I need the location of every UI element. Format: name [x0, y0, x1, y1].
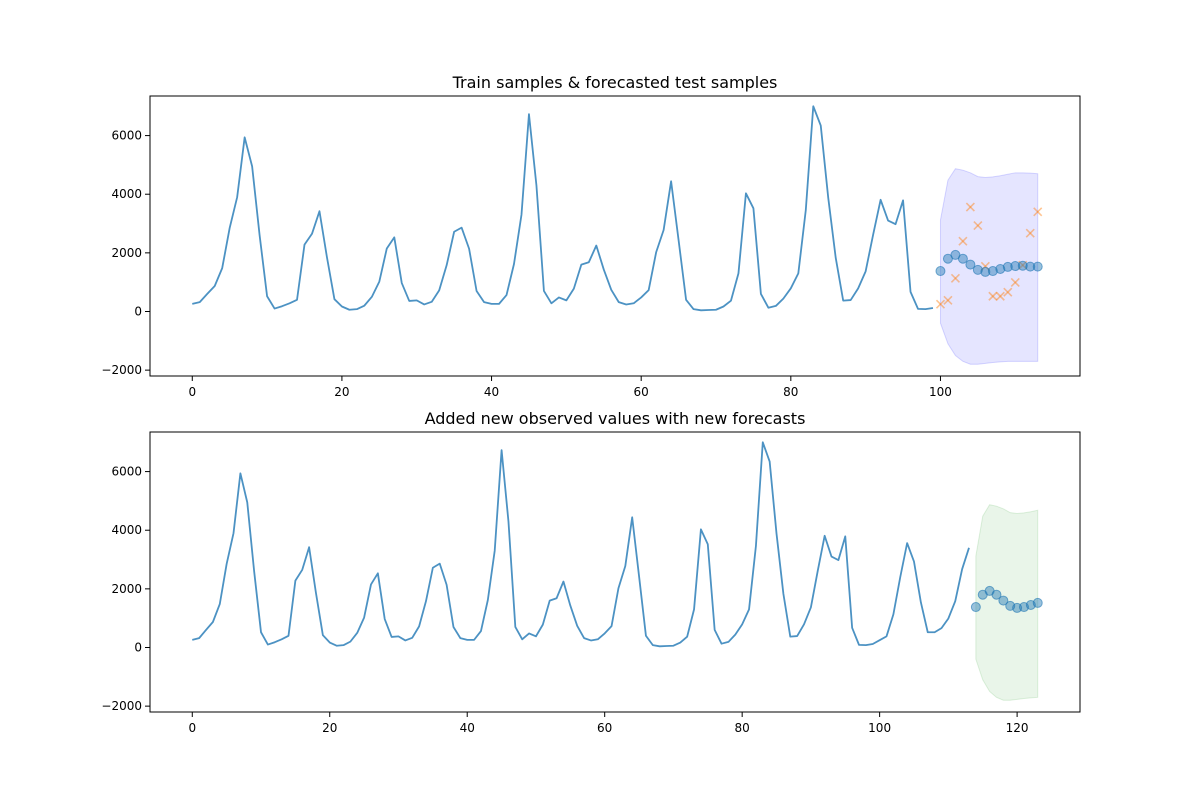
- top-observed-point-stroke: [1025, 228, 1035, 238]
- bottom-forecast-point: [970, 602, 981, 613]
- bottom-y-tick-label: 6000: [111, 465, 142, 479]
- top-y-axis-ticks: −2000 0 2000 4000 6000: [101, 129, 150, 377]
- top-observed-point-stroke: [1003, 287, 1013, 297]
- top-observed-point: [958, 236, 968, 246]
- top-observed-point-stroke: [1018, 260, 1028, 270]
- top-y-tick-label: −2000: [101, 363, 142, 377]
- top-observed-point: [935, 299, 946, 309]
- top-observed-point: [1025, 228, 1035, 238]
- top-y-tick-label: 4000: [111, 187, 142, 201]
- bottom-x-tick-label: 100: [868, 721, 891, 735]
- bottom-forecast-point: [998, 595, 1009, 606]
- bottom-y-axis-ticks: −2000 0 2000 4000 6000: [101, 465, 150, 713]
- top-observed-point: [965, 202, 975, 212]
- top-forecast-point: [1010, 261, 1021, 272]
- top-observed-point-stroke: [1010, 277, 1020, 288]
- bottom-x-tick-label: 120: [1006, 721, 1029, 735]
- top-observed-markers-layer: [935, 202, 1043, 309]
- top-observed-point: [973, 221, 983, 231]
- top-chart-title: Train samples & forecasted test samples: [452, 73, 778, 92]
- top-forecast-point: [987, 266, 998, 277]
- bottom-y-tick-label: −2000: [101, 699, 142, 713]
- top-series-line: [192, 105, 934, 312]
- bottom-forecast-markers-layer: [970, 585, 1043, 613]
- top-observed-point-stroke: [965, 202, 975, 212]
- bottom-chart-panel: Added new observed values with new forec…: [101, 409, 1081, 735]
- top-x-tick-label: 0: [188, 385, 196, 399]
- top-observed-point-stroke: [1033, 207, 1043, 217]
- top-observed-point: [943, 295, 953, 305]
- top-y-tick-label: 0: [134, 304, 142, 318]
- top-forecast-point: [980, 266, 991, 277]
- top-y-tick-label: 2000: [111, 246, 142, 260]
- top-observed-point-stroke: [1003, 287, 1013, 297]
- top-x-axis-ticks: 0 20 40 60 80 100: [188, 376, 952, 399]
- top-observed-point-stroke: [965, 202, 975, 212]
- bottom-x-tick-label: 40: [460, 721, 475, 735]
- top-x-tick-label: 80: [783, 385, 798, 399]
- bottom-x-tick-label: 60: [597, 721, 612, 735]
- top-axes-frame: [149, 95, 1081, 377]
- top-forecast-markers-layer: [935, 249, 1043, 277]
- top-observed-point: [1033, 207, 1043, 217]
- top-x-tick-label: 40: [484, 385, 499, 399]
- bottom-x-tick-label: 20: [322, 721, 337, 735]
- bottom-x-axis-ticks: 0 20 40 60 80 100 120: [188, 712, 1029, 735]
- top-observed-point-stroke: [950, 273, 960, 283]
- top-observed-point: [1010, 277, 1020, 288]
- top-forecast-point: [965, 259, 976, 270]
- top-forecast-point: [1017, 260, 1028, 271]
- bottom-x-tick-label: 0: [188, 721, 196, 735]
- bottom-y-tick-label: 4000: [111, 523, 142, 537]
- top-forecast-point: [995, 263, 1006, 274]
- top-forecast-point: [1002, 261, 1013, 272]
- top-forecast-point: [935, 266, 946, 277]
- top-observed-point-stroke: [988, 291, 998, 301]
- top-observed-point-stroke: [995, 291, 1005, 301]
- top-forecast-band-layer: [939, 168, 1039, 365]
- bottom-series-line-layer: [192, 441, 970, 648]
- top-observed-point-stroke: [935, 299, 946, 309]
- top-observed-point: [995, 291, 1005, 301]
- top-observed-point-stroke: [995, 291, 1005, 301]
- top-x-tick-label: 100: [929, 385, 952, 399]
- top-observed-point-stroke: [958, 236, 968, 246]
- top-forecast-point: [1032, 261, 1043, 272]
- top-observed-point: [950, 273, 960, 283]
- top-observed-point-stroke: [943, 295, 953, 305]
- top-observed-point-stroke: [950, 273, 960, 283]
- top-observed-point-stroke: [1010, 277, 1020, 288]
- top-forecast-point: [972, 264, 983, 275]
- top-observed-point: [988, 291, 998, 301]
- top-series-line-layer: [192, 105, 934, 312]
- top-observed-point-stroke: [958, 236, 968, 246]
- bottom-y-tick-label: 2000: [111, 582, 142, 596]
- top-observed-point-stroke: [980, 261, 990, 271]
- top-observed-point-stroke: [973, 221, 983, 231]
- top-forecast-point: [1025, 261, 1036, 272]
- top-forecast-band: [939, 168, 1039, 365]
- bottom-forecast-point: [1032, 597, 1043, 608]
- top-observed-point-stroke: [988, 291, 998, 301]
- bottom-series-line: [192, 441, 970, 648]
- top-forecast-point: [957, 253, 968, 264]
- top-observed-point-stroke: [1033, 207, 1043, 217]
- top-observed-point-stroke: [1025, 228, 1035, 238]
- bottom-y-tick-label: 0: [134, 640, 142, 654]
- top-x-tick-label: 20: [334, 385, 349, 399]
- bottom-axes-frame: [149, 431, 1081, 713]
- top-observed-point-stroke: [943, 295, 953, 305]
- bottom-forecast-point: [991, 589, 1002, 600]
- top-observed-point-stroke: [935, 299, 946, 309]
- bottom-x-tick-label: 80: [735, 721, 750, 735]
- top-observed-point-stroke: [973, 221, 983, 231]
- top-y-tick-label: 6000: [111, 129, 142, 143]
- top-chart-panel: Train samples & forecasted test samples …: [101, 73, 1081, 399]
- top-observed-point: [1003, 287, 1013, 297]
- top-x-tick-label: 60: [634, 385, 649, 399]
- bottom-chart-title: Added new observed values with new forec…: [425, 409, 806, 428]
